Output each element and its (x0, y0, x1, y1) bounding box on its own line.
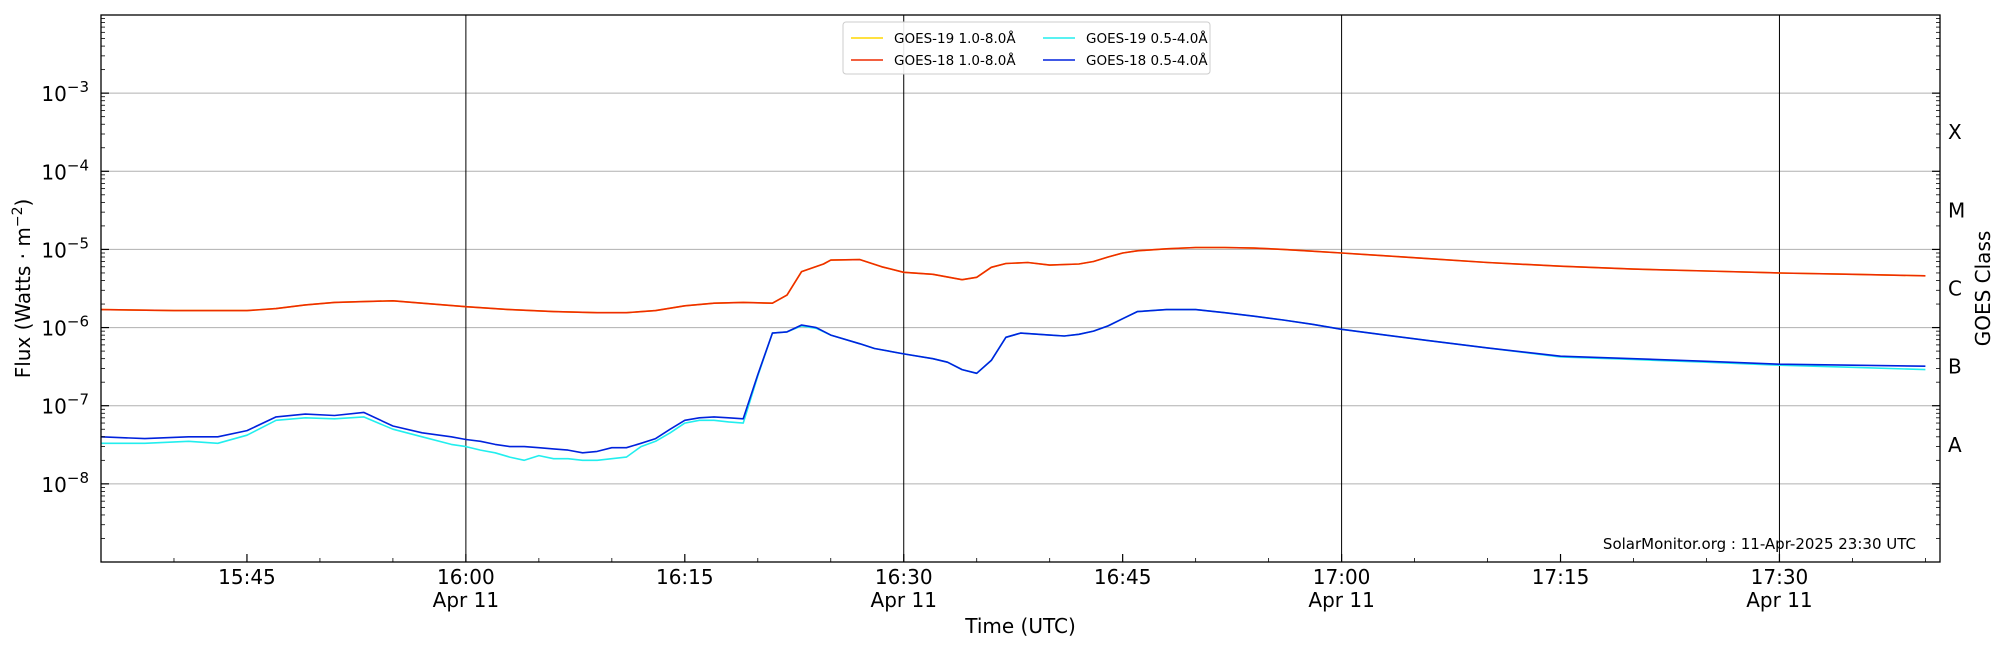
goes-class-label: B (1948, 355, 1962, 379)
y-tick-label: 10−8 (41, 469, 89, 497)
y-tick-label: 10−7 (41, 391, 89, 419)
series-line-1 (100, 246, 1926, 314)
legend-entry-goes18-long: GOES-18 1.0-8.0Å (851, 52, 1016, 69)
y-axis-title: Flux (Watts · m−2) (10, 199, 35, 379)
x-tick-label: 15:45 (218, 565, 276, 589)
legend-box (842, 21, 1211, 75)
legend: GOES-19 1.0-8.0Å GOES-18 1.0-8.0Å GOES-1… (842, 21, 1211, 75)
x-tick-date-label: Apr 11 (433, 588, 499, 612)
right-axis-title: GOES Class (1971, 231, 1995, 347)
y-axis-title-close: ) (11, 199, 35, 207)
y-tick-label: 10−5 (41, 234, 89, 262)
legend-label: GOES-18 0.5-4.0Å (1086, 52, 1208, 69)
credit-annotation: SolarMonitor.org : 11-Apr-2025 23:30 UTC (1603, 535, 1916, 553)
goes-class-label: M (1948, 198, 1965, 222)
legend-entry-goes18-short: GOES-18 0.5-4.0Å (1043, 52, 1208, 69)
x-tick-date-label: Apr 11 (1308, 588, 1374, 612)
y-axis-title-exponent: −2 (10, 207, 26, 228)
legend-label: GOES-19 0.5-4.0Å (1086, 30, 1208, 47)
legend-entry-goes19-long: GOES-19 1.0-8.0Å (851, 30, 1016, 47)
x-tick-date-label: Apr 11 (871, 588, 937, 612)
vertical-day-lines (465, 15, 1780, 562)
series-layer (100, 246, 1926, 462)
x-tick-label: 17:30 (1751, 565, 1809, 589)
x-tick-label: 16:45 (1094, 565, 1152, 589)
series-line-0 (100, 246, 1926, 314)
series-line-2 (101, 308, 1926, 462)
x-tick-date-label: Apr 11 (1746, 588, 1812, 612)
x-tick-label: 17:00 (1313, 565, 1371, 589)
goes-class-label: A (1948, 433, 1962, 457)
grid-layer (101, 92, 1940, 485)
legend-label: GOES-18 1.0-8.0Å (894, 52, 1016, 69)
y-axis-title-main: Flux (Watts · m (11, 227, 35, 378)
x-tick-label: 16:30 (875, 565, 933, 589)
legend-label: GOES-19 1.0-8.0Å (894, 30, 1016, 47)
y-tick-label: 10−4 (41, 156, 89, 184)
y-tick-label: 10−6 (41, 313, 89, 341)
goes-class-label: X (1948, 120, 1962, 144)
legend-entry-goes19-short: GOES-19 0.5-4.0Å (1043, 30, 1208, 47)
x-axis-title: Time (UTC) (964, 614, 1076, 638)
series-line-3 (100, 308, 1926, 454)
goes-class-label: C (1948, 277, 1962, 301)
y-tick-label: 10−3 (41, 78, 89, 106)
x-tick-label: 17:15 (1532, 565, 1590, 589)
goes-class-labels: A B C M X (1948, 120, 1965, 457)
x-tick-label: 16:00 (437, 565, 495, 589)
x-tick-label: 16:15 (656, 565, 714, 589)
plot-frame (100, 14, 1941, 563)
